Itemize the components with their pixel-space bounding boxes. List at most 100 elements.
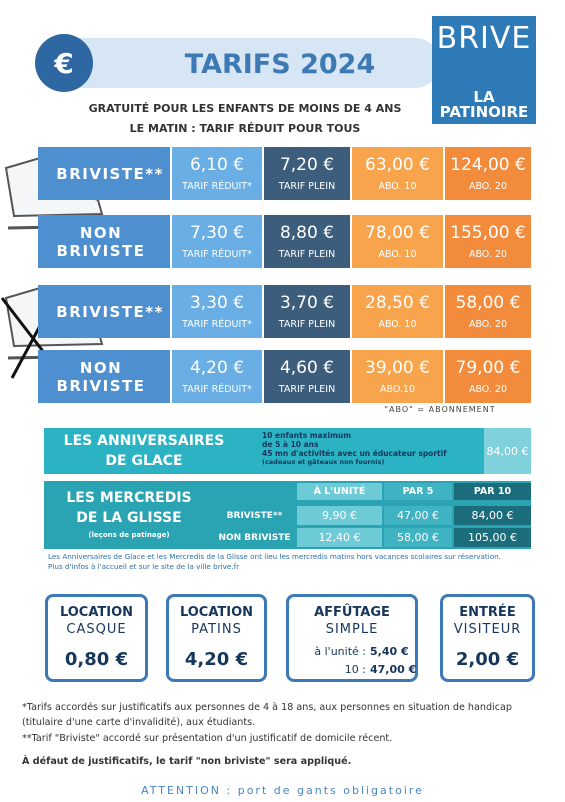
price-label: TARIF RÉDUIT* [182, 180, 252, 192]
price-cell [352, 285, 443, 338]
price-label: TARIF PLEIN [278, 318, 336, 330]
service-price: 2,00 € [455, 648, 520, 670]
logo-bottom: LA PATINOIRE [439, 88, 529, 121]
anniv-price-cell: 84,00 € [484, 428, 531, 474]
service-subtitle: VISITEUR [453, 621, 522, 637]
price-label: TARIF PLEIN [278, 383, 336, 395]
price: 78,00 € [365, 223, 430, 243]
price-label: ABO. 20 [468, 318, 508, 330]
price-label: ABO. 20 [468, 180, 508, 192]
price-label: ABO. 10 [378, 318, 417, 330]
info: Plus d'infos à l'accueil et sur le site … [48, 562, 240, 571]
anniv-detail: 45 mn d'activités avec un éducateur spor… [262, 449, 447, 458]
price-cell [445, 285, 531, 338]
price: 79,00 € [455, 358, 521, 378]
price-cell [352, 147, 443, 200]
anniv-detail: 10 enfants maximum [262, 431, 352, 440]
option-label: 10 : [344, 662, 366, 676]
price: 8,80 € [279, 223, 335, 243]
price: 155,00 € [450, 223, 526, 243]
price-cell [445, 350, 531, 403]
option-label: à l'unité : [314, 644, 366, 658]
price: 4,60 € [279, 358, 335, 378]
row-label: NON BRIVISTE [38, 350, 170, 403]
header-bar [40, 38, 440, 88]
footnote: *Tarifs accordés sur justificatifs aux p… [22, 702, 512, 728]
service-box [45, 594, 148, 682]
merc-price: 84,00 € [454, 506, 531, 525]
price-label: ABO. 10 [378, 180, 417, 192]
service-title: ENTRÉE [459, 604, 516, 620]
price: 7,30 € [189, 223, 245, 243]
option-price: 47,00 € [370, 662, 417, 676]
row-label: BRIVISTE** [38, 147, 170, 200]
service-box [286, 594, 418, 682]
price-cell [264, 147, 350, 200]
price-cell [172, 285, 262, 338]
row-label: NON BRIVISTE [38, 215, 170, 268]
merc-subtitle: (leçons de patinage) [88, 531, 170, 539]
logo-top: BRIVE [436, 20, 532, 56]
logo-box [432, 16, 536, 124]
price-label: ABO. 20 [468, 248, 508, 260]
abo-note: "ABO" = ABONNEMENT [384, 404, 496, 414]
price-label: TARIF PLEIN [278, 180, 336, 192]
merc-title: LES MERCREDIS [66, 490, 192, 506]
price-cell [264, 215, 350, 268]
service-title: AFFÛTAGE [314, 604, 390, 620]
price: 58,00 € [455, 293, 521, 313]
footnote: À défaut de justificatifs, le tarif "non… [22, 756, 352, 767]
title: TARIFS 2024 [184, 48, 376, 80]
service-subtitle: CASQUE [66, 621, 127, 637]
price: 28,50 € [365, 293, 430, 313]
price-cell [172, 350, 262, 403]
merc-price: 58,00 € [384, 528, 452, 547]
price: 63,00 € [365, 155, 430, 175]
price: 6,10 € [189, 155, 245, 175]
price-cell [264, 350, 350, 403]
price-cell [352, 350, 443, 403]
merc-price: 105,00 € [454, 528, 531, 547]
price-label: TARIF RÉDUIT* [182, 248, 252, 260]
merc-col: PAR 5 [384, 483, 452, 500]
service-price: 0,80 € [64, 648, 129, 670]
bullet: LE MATIN : TARIF RÉDUIT POUR TOUS [129, 121, 361, 135]
price: 124,00 € [450, 155, 526, 175]
merc-price: 9,90 € [297, 506, 382, 525]
price: 7,20 € [279, 155, 335, 175]
service-subtitle: SIMPLE [325, 621, 379, 637]
price-label: TARIF PLEIN [278, 248, 336, 260]
price-cell [172, 147, 262, 200]
merc-col: À L'UNITÉ [297, 483, 382, 500]
price-cell [264, 285, 350, 338]
service-box [440, 594, 535, 682]
merc-price: 12,40 € [297, 528, 382, 547]
service-box [166, 594, 267, 682]
price: 4,20 € [189, 358, 245, 378]
merc-row-label: NON BRIVISTE [218, 532, 291, 543]
price-label: ABO. 20 [468, 383, 508, 395]
row-label: BRIVISTE** [38, 285, 170, 338]
merc-col: PAR 10 [454, 483, 531, 500]
price-label: ABO. 10 [378, 248, 417, 260]
info: Les Anniversaires de Glace et les Mercre… [48, 552, 501, 561]
anniv-title: DE GLACE [105, 453, 183, 469]
service-price: 4,20 € [184, 648, 249, 670]
merc-row-label: BRIVISTE** [226, 510, 283, 521]
anniv-detail: de 5 à 10 ans [262, 440, 319, 449]
attention: ATTENTION : port de gants obligatoire [141, 783, 424, 797]
price-label: ABO.10 [379, 383, 416, 395]
price-label: TARIF RÉDUIT* [182, 318, 252, 330]
anniv-detail-note: (cadeaux et gâteaux non fournis) [262, 458, 385, 466]
service-subtitle: PATINS [191, 621, 242, 637]
service-title: LOCATION [59, 604, 134, 620]
euro-circle [35, 34, 93, 92]
price-cell [172, 215, 262, 268]
footnote: **Tarif "Briviste" accordé sur présentat… [22, 733, 393, 744]
price-label: TARIF RÉDUIT* [182, 383, 252, 395]
price-cell [352, 215, 443, 268]
bullet: GRATUITÉ POUR LES ENFANTS DE MOINS DE 4 … [88, 101, 402, 115]
